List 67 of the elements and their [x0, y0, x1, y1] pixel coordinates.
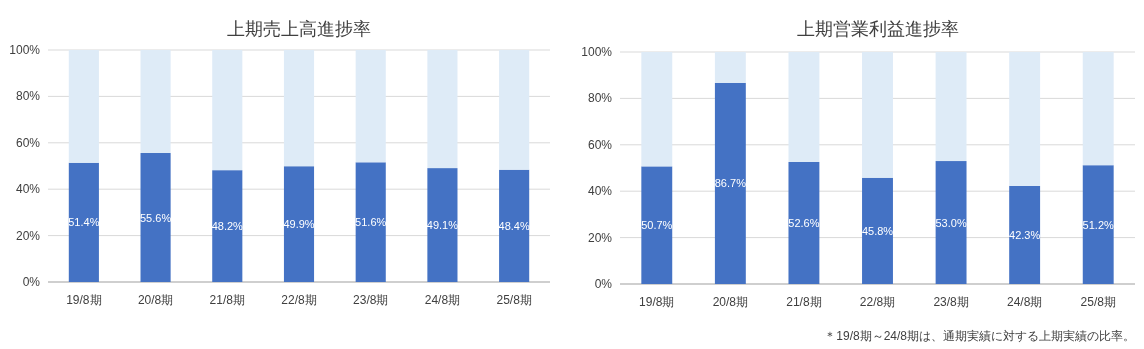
- bar: [212, 50, 243, 171]
- bar: [935, 52, 967, 162]
- bar: [140, 153, 171, 282]
- data-label: 53.0%: [935, 216, 967, 229]
- bar: [68, 162, 99, 282]
- bar: [68, 50, 99, 163]
- y-tick-label: 20%: [587, 230, 613, 245]
- bar: [641, 166, 673, 284]
- data-label: 51.4%: [68, 216, 100, 229]
- bar: [1082, 165, 1114, 284]
- bar: [714, 82, 746, 284]
- chart-title: 上期売上高進捗率: [227, 19, 371, 39]
- x-tick-label: 21/8期: [209, 293, 245, 307]
- bar: [935, 161, 967, 284]
- y-tick-label: 20%: [15, 228, 41, 243]
- bar: [641, 52, 673, 167]
- x-tick-label: 24/8期: [424, 293, 461, 307]
- y-tick-label: 40%: [587, 184, 613, 199]
- y-tick-label: 80%: [587, 91, 613, 106]
- bar: [283, 50, 315, 167]
- data-label: 55.6%: [139, 211, 172, 224]
- x-tick-label: 25/8期: [1080, 295, 1116, 309]
- x-tick-label: 21/8期: [786, 295, 822, 309]
- bar: [499, 50, 530, 170]
- bar: [355, 162, 386, 282]
- bar: [499, 169, 530, 282]
- bar: [788, 52, 820, 162]
- x-tick-label: 23/8期: [353, 293, 389, 307]
- x-tick-label: 19/8期: [639, 295, 675, 309]
- y-tick-label: 100%: [581, 45, 613, 59]
- data-label: 52.6%: [788, 216, 820, 229]
- bar: [862, 177, 893, 284]
- y-tick-label: 60%: [15, 135, 41, 150]
- data-label: 45.8%: [861, 224, 894, 237]
- data-label: 50.7%: [641, 219, 673, 232]
- x-tick-label: 22/8期: [859, 295, 896, 309]
- bar: [283, 166, 315, 282]
- bar: [427, 50, 458, 169]
- data-label: 42.3%: [1009, 228, 1041, 241]
- x-tick-label: 22/8期: [281, 293, 317, 307]
- y-tick-label: 60%: [587, 137, 613, 152]
- bar: [427, 168, 458, 282]
- x-tick-label: 19/8期: [66, 293, 102, 307]
- x-tick-label: 24/8期: [1006, 295, 1043, 309]
- text: ＊19/8期～24/8期は、通期実績に対する上期実績の比率。: [824, 329, 1135, 343]
- y-tick-label: 80%: [15, 89, 41, 104]
- bar: [862, 52, 893, 178]
- bar: [1009, 185, 1041, 284]
- data-label: 51.2%: [1082, 218, 1115, 231]
- y-tick-label: 0%: [594, 277, 613, 291]
- x-tick-label: 20/8期: [712, 295, 749, 309]
- x-tick-label: 25/8期: [496, 293, 532, 307]
- x-tick-label: 23/8期: [933, 295, 969, 309]
- bar: [212, 170, 243, 282]
- chart-title: 上期営業利益進捗率: [796, 19, 959, 39]
- bar: [1009, 52, 1041, 186]
- y-tick-label: 40%: [15, 182, 41, 197]
- bar: [788, 161, 820, 284]
- data-label: 49.1%: [426, 219, 459, 232]
- x-tick-label: 20/8期: [137, 293, 174, 307]
- bar: [355, 50, 386, 163]
- bar: [140, 50, 171, 154]
- bar: [1082, 52, 1114, 166]
- data-label: 86.7%: [714, 177, 747, 190]
- y-tick-label: 100%: [9, 43, 41, 57]
- bar: [714, 52, 746, 83]
- y-tick-label: 0%: [22, 275, 41, 289]
